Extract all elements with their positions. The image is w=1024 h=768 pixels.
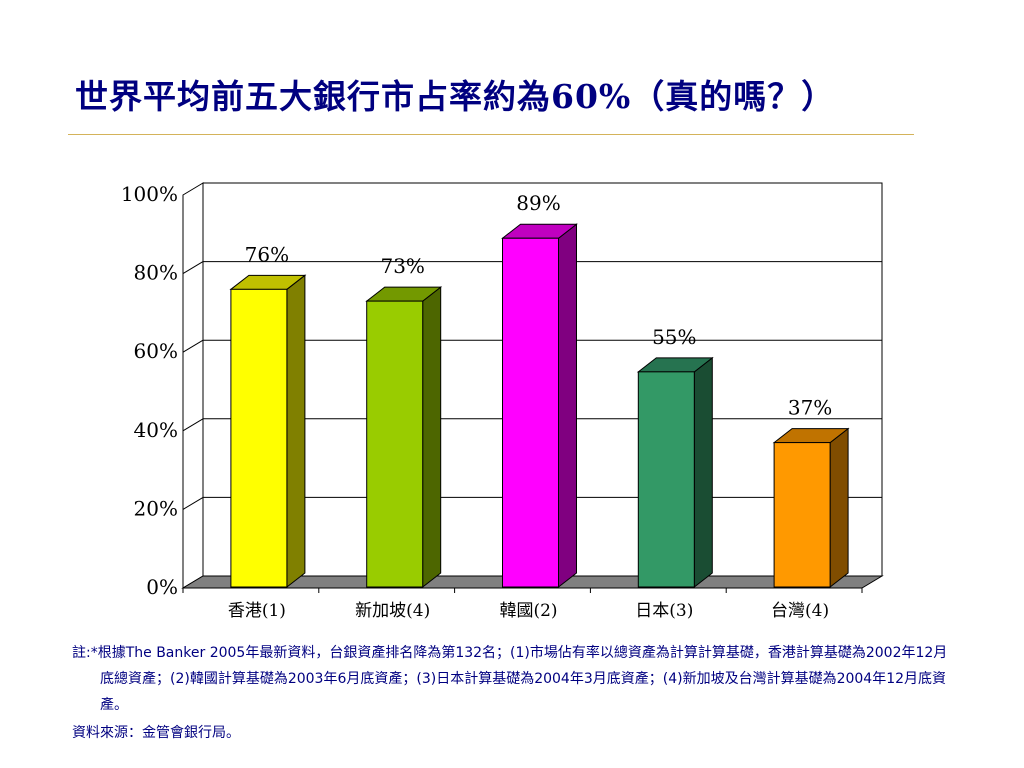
y-axis-tick-labels: 0% 20% 40% 60% 80% 100% — [121, 182, 178, 599]
category-label: 新加坡(4) — [355, 601, 430, 621]
bar-front — [637, 371, 695, 588]
y-tick-label: 60% — [134, 339, 178, 363]
data-label: 37% — [788, 396, 832, 420]
title-divider — [68, 134, 914, 135]
y-tick-label: 80% — [134, 261, 178, 285]
bar-side — [286, 274, 306, 589]
x-axis-tick-labels: 香港(1) 新加坡(4) 韓國(2) 日本(3) 台灣(4) — [228, 601, 829, 621]
data-label: 89% — [516, 191, 560, 215]
y-tick-label: 20% — [134, 496, 178, 520]
bar-front — [366, 300, 424, 588]
side-wall — [182, 182, 204, 589]
bar — [772, 427, 850, 589]
bar-side — [693, 356, 713, 589]
bar-front — [502, 237, 559, 588]
y-tick-label: 40% — [134, 418, 178, 442]
chart-bars — [229, 223, 850, 589]
category-label: 日本(3) — [635, 601, 693, 621]
source-text: 資料來源：金管會銀行局。 — [72, 725, 240, 741]
data-label: 73% — [380, 254, 424, 278]
bar-front — [773, 442, 831, 588]
y-tick-label: 0% — [146, 575, 178, 599]
bar-chart: 0% 20% 40% 60% 80% 100% 76% 73% 89% 55% 37% 香港(1)… — [121, 182, 884, 621]
bar-side — [558, 223, 577, 589]
bar — [365, 286, 443, 589]
bar — [636, 356, 714, 589]
gridline-side — [182, 418, 204, 432]
slide-title: 世界平均前五大銀行市占率約為60%（真的嗎？） — [75, 77, 836, 116]
bar-front — [230, 288, 288, 588]
bar — [501, 223, 578, 589]
category-label: 台灣(4) — [771, 601, 829, 621]
gridline-side — [182, 496, 204, 510]
y-tick-label: 100% — [121, 182, 178, 206]
bar-side — [829, 427, 849, 589]
bar-side — [422, 286, 442, 589]
data-label: 55% — [652, 325, 696, 349]
bar — [229, 274, 307, 589]
category-label: 韓國(2) — [499, 601, 557, 621]
data-label: 76% — [245, 242, 289, 266]
gridline-side — [182, 261, 204, 275]
category-label: 香港(1) — [228, 601, 286, 621]
footnotes: 註:*根據The Banker 2005年最新資料，台銀資產排名降為第132名；… — [72, 640, 952, 746]
data-labels: 76% 73% 89% 55% 37% — [245, 191, 833, 419]
gridline-side — [182, 339, 204, 353]
footnote-text: 註:*根據The Banker 2005年最新資料，台銀資產排名降為第132名；… — [72, 645, 948, 713]
